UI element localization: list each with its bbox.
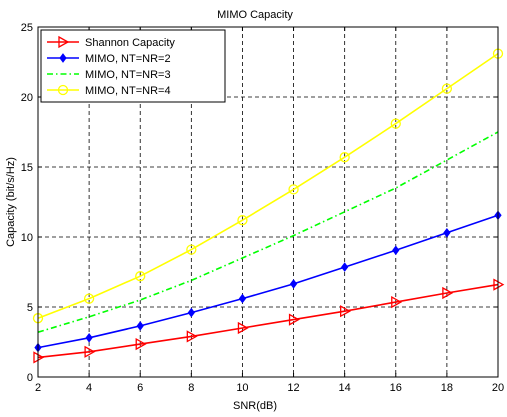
x-tick-label: 14 xyxy=(339,382,351,394)
legend-label: MIMO, NT=NR=2 xyxy=(85,53,171,65)
data-point xyxy=(442,286,454,300)
data-point xyxy=(238,293,247,304)
ticks: 2 4 6 8 10 12 14 16 18 20 0 5 10 15 20 25 xyxy=(21,22,504,394)
series-line xyxy=(37,283,499,359)
data-point xyxy=(57,84,69,96)
legend-label: MIMO, NT=NR=3 xyxy=(85,69,171,81)
x-axis-label: SNR(dB) xyxy=(233,400,277,412)
x-tick-label: 6 xyxy=(137,382,143,394)
data-point xyxy=(136,321,144,331)
series-line xyxy=(37,52,499,319)
data-point xyxy=(391,295,403,309)
legend-entry: Shannon Capacity xyxy=(47,35,175,49)
legend-entry: MIMO, NT=NR=3 xyxy=(47,69,171,81)
series-layer xyxy=(32,48,505,364)
data-point xyxy=(340,305,352,318)
data-point xyxy=(339,152,350,163)
x-tick-label: 8 xyxy=(188,382,194,394)
legend-label: MIMO, NT=NR=4 xyxy=(85,85,171,97)
y-tick-label: 15 xyxy=(21,162,33,174)
data-point xyxy=(288,184,299,195)
legend-entry: MIMO, NT=NR=2 xyxy=(47,53,171,65)
chart-title: MIMO Capacity xyxy=(217,9,293,21)
data-point xyxy=(59,53,67,63)
x-tick-label: 12 xyxy=(287,382,299,394)
data-point xyxy=(135,271,146,282)
y-tick-label: 25 xyxy=(21,22,33,34)
data-point xyxy=(58,35,70,49)
data-point xyxy=(392,245,400,256)
data-point xyxy=(443,227,451,238)
x-tick-label: 16 xyxy=(390,382,402,394)
y-tick-label: 5 xyxy=(27,302,33,314)
legend-entry: MIMO, NT=NR=4 xyxy=(47,84,171,97)
series-2 xyxy=(34,210,502,353)
y-tick-label: 20 xyxy=(21,92,33,104)
y-axis-label: Capacity (bit/s/Hz) xyxy=(5,157,17,247)
data-point xyxy=(85,332,93,343)
data-point xyxy=(186,330,198,343)
plot-frame xyxy=(37,26,499,378)
series-line xyxy=(37,214,499,349)
y-tick-label: 10 xyxy=(21,232,33,244)
data-point xyxy=(186,244,197,255)
x-tick-label: 2 xyxy=(35,382,41,394)
legend: Shannon Capacity MIMO, NT=NR=2 MIMO, NT=NR… xyxy=(40,29,226,103)
data-point xyxy=(83,293,95,304)
legend-label: Shannon Capacity xyxy=(85,37,175,49)
x-tick-label: 4 xyxy=(86,382,92,394)
data-point xyxy=(288,313,300,326)
series-line xyxy=(37,131,499,333)
data-point xyxy=(135,337,147,351)
data-point xyxy=(187,307,195,318)
series-1 xyxy=(33,278,505,364)
data-point xyxy=(390,118,401,129)
x-tick-label: 20 xyxy=(492,382,504,394)
data-point xyxy=(237,215,248,226)
y-tick-label: 0 xyxy=(27,372,33,384)
data-point xyxy=(289,279,298,289)
series-3 xyxy=(37,131,499,333)
data-point xyxy=(341,262,349,272)
data-point xyxy=(441,83,453,94)
data-point xyxy=(84,345,96,358)
x-tick-label: 10 xyxy=(236,382,248,394)
data-point xyxy=(237,321,249,335)
x-tick-label: 18 xyxy=(441,382,453,394)
